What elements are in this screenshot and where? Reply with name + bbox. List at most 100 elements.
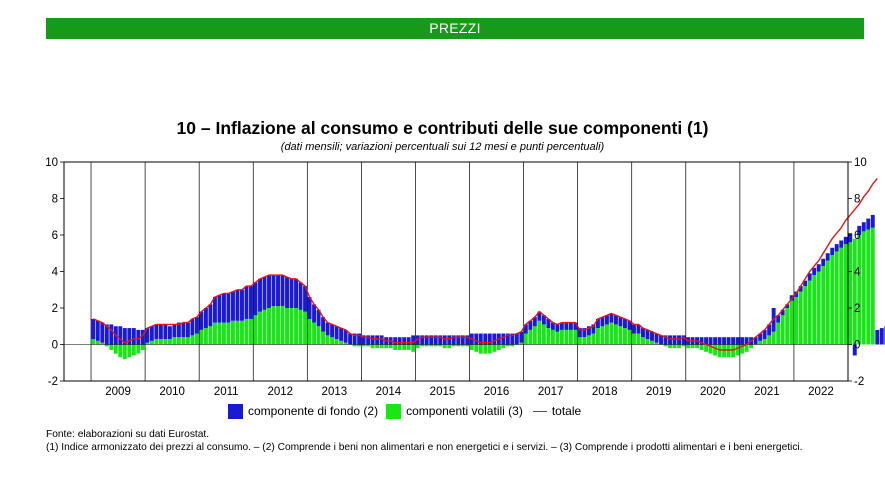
bar-volatile (271, 306, 276, 345)
bar-core (600, 317, 605, 327)
bar-volatile (861, 231, 866, 345)
bar-volatile (429, 344, 434, 347)
bar-core (546, 318, 551, 329)
bar-volatile (217, 322, 222, 345)
bar-core (222, 293, 226, 323)
bar-volatile (185, 337, 190, 345)
bar-core (109, 324, 114, 345)
bar-volatile (839, 247, 844, 345)
legend-item-volatile: componenti volatili (3) (386, 403, 523, 419)
bar-volatile (469, 344, 474, 350)
bar-core (532, 317, 537, 327)
bar-volatile (447, 344, 452, 349)
y-tick-label-left: 8 (52, 194, 58, 206)
bar-volatile (154, 339, 159, 345)
bar-volatile (357, 344, 362, 347)
bar-core (825, 253, 830, 261)
bar-core (212, 297, 217, 323)
bar-volatile (307, 318, 312, 345)
bar-core (659, 335, 663, 345)
bar-volatile (438, 344, 443, 347)
bar-volatile (825, 260, 830, 345)
y-tick-label-left: 0 (52, 340, 58, 352)
bar-core (271, 275, 276, 307)
y-tick-label-right: 4 (854, 267, 861, 279)
x-tick-label: 2014 (376, 386, 402, 398)
bar-volatile (375, 344, 380, 349)
chart-legend: componente di fondo (2) componenti volat… (228, 402, 589, 420)
bar-volatile (573, 329, 578, 345)
bar-volatile (131, 344, 136, 356)
bar-core (654, 333, 659, 343)
x-tick-label: 2009 (105, 386, 131, 398)
bar-volatile (334, 339, 339, 345)
bar-volatile (95, 340, 100, 345)
bar-core (154, 324, 159, 340)
bar-core (316, 309, 321, 327)
bar-core (555, 324, 560, 332)
bar-core (348, 333, 353, 345)
bar-core (375, 335, 380, 345)
bar-volatile (145, 342, 150, 345)
bar-volatile (298, 309, 303, 345)
bar-core (672, 335, 677, 345)
bar-volatile (600, 326, 605, 345)
x-tick-label: 2015 (430, 386, 456, 398)
bar-volatile (623, 328, 627, 345)
bar-core (163, 324, 168, 340)
bar-core (767, 324, 772, 336)
bar-core (744, 337, 749, 345)
bar-core (780, 309, 785, 316)
bar-core (433, 335, 438, 345)
x-tick-label: 2017 (538, 386, 564, 398)
bar-volatile (519, 342, 524, 345)
bar-core (158, 324, 163, 340)
bar-core (203, 308, 208, 329)
bar-volatile (122, 344, 127, 360)
bar-volatile (708, 344, 713, 354)
bar-volatile (852, 238, 857, 345)
bar-volatile (528, 329, 533, 345)
bar-volatile (411, 344, 416, 352)
bar-volatile (789, 300, 794, 345)
bar-volatile (442, 344, 447, 349)
bar-core (438, 335, 443, 345)
bar-core (812, 267, 817, 276)
legend-swatch-core (228, 403, 243, 419)
bar-volatile (663, 344, 668, 347)
bar-core (167, 326, 172, 340)
bar-core (627, 320, 632, 330)
bar-volatile (501, 344, 506, 349)
bar-core (465, 335, 470, 345)
bar-core (136, 329, 141, 345)
y-tick-label-right: 10 (854, 157, 867, 169)
bar-core (753, 337, 758, 345)
bar-volatile (510, 344, 515, 347)
bar-volatile (641, 337, 645, 345)
legend-label-core: componente di fondo (2) (248, 404, 379, 418)
bar-volatile (285, 308, 289, 345)
bar-volatile (258, 311, 262, 345)
bar-core (442, 335, 447, 345)
bar-volatile (465, 344, 470, 347)
bar-core (235, 289, 240, 321)
bar-core (276, 275, 280, 307)
bar-core (852, 344, 857, 356)
bar-volatile (267, 308, 271, 345)
bar-core (127, 328, 132, 345)
bar-volatile (136, 344, 141, 354)
bar-core (866, 218, 871, 230)
bar-volatile (249, 318, 253, 345)
bar-volatile (632, 333, 636, 345)
bar-core (149, 326, 154, 341)
bar-core (668, 335, 672, 345)
bar-core (267, 275, 271, 308)
bar-volatile (208, 326, 213, 345)
bar-core (523, 324, 528, 334)
bar-core (663, 335, 668, 345)
bar-core (650, 331, 654, 341)
bar-core (285, 276, 289, 308)
bar-volatile (352, 344, 357, 347)
bar-volatile (555, 331, 560, 345)
bar-core (776, 315, 781, 323)
